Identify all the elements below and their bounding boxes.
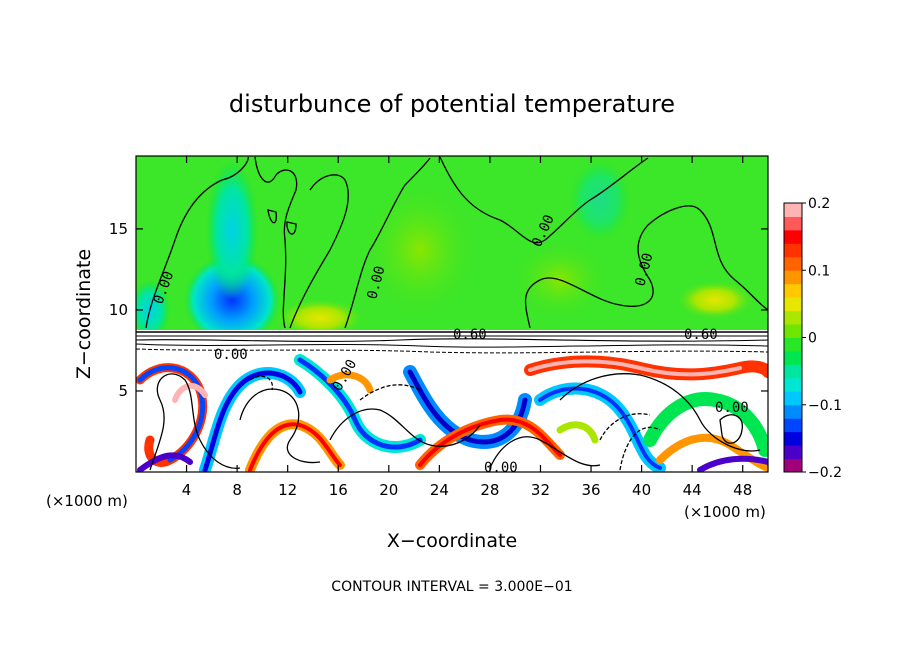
field-band xyxy=(202,370,303,472)
colorbar-labels: 0.2 0.1 0 −0.1 −0.2 xyxy=(802,196,842,481)
contour-label: 0.60 xyxy=(453,327,487,343)
field-band xyxy=(297,357,423,450)
field-band xyxy=(643,392,768,457)
x-unit-right: (×1000 m) xyxy=(684,503,766,521)
colorbar-swatch xyxy=(784,337,802,352)
colorbar-swatch xyxy=(784,256,802,271)
colorbar-tick-label: −0.1 xyxy=(808,398,842,414)
field-band xyxy=(697,455,768,472)
x-axis-label: X−coordinate xyxy=(387,530,517,552)
colorbar-swatch xyxy=(784,377,802,392)
y-axis-label: Z−coordinate xyxy=(73,249,95,379)
x-tick-label: 28 xyxy=(480,481,499,499)
contour-interval-note: CONTOUR INTERVAL = 3.000E−01 xyxy=(331,579,572,595)
colorbar-swatch xyxy=(784,445,802,460)
colorbar-swatch xyxy=(784,364,802,379)
field-band xyxy=(538,386,662,470)
x-unit-left: (×1000 m) xyxy=(46,492,128,510)
field-band xyxy=(528,359,742,377)
heatmap-field xyxy=(136,156,768,472)
colorbar-tick-label: 0 xyxy=(808,331,817,347)
contour-label: 0.00 xyxy=(484,460,518,476)
x-tick-label: 48 xyxy=(733,481,752,499)
colorbar-swatch xyxy=(784,458,802,473)
field-band xyxy=(137,452,193,472)
x-tick-label: 24 xyxy=(430,481,449,499)
colorbar-swatch xyxy=(784,283,802,298)
colorbar-swatch xyxy=(784,270,802,285)
field-band xyxy=(556,421,599,444)
y-axis: 5 10 15 xyxy=(109,220,768,400)
y-tick-label: 10 xyxy=(109,301,128,319)
chart-title: disturbunce of potential temperature xyxy=(229,90,675,118)
colorbar-swatch xyxy=(784,404,802,419)
x-tick-label: 16 xyxy=(329,481,348,499)
colorbar-swatch xyxy=(784,431,802,446)
colorbar-swatch xyxy=(784,350,802,365)
colorbar-tick-label: 0.1 xyxy=(808,263,830,279)
colorbar-tick-label: −0.2 xyxy=(808,465,842,481)
colorbar-swatch xyxy=(784,216,802,231)
colorbar-swatch xyxy=(784,310,802,325)
field-band xyxy=(248,422,342,472)
colorbar-swatch xyxy=(784,203,802,217)
x-tick-label: 4 xyxy=(182,481,192,499)
contour-lines xyxy=(136,156,768,471)
y-tick-label: 5 xyxy=(118,382,128,400)
x-tick-label: 36 xyxy=(581,481,600,499)
x-tick-label: 20 xyxy=(379,481,398,499)
colorbar-swatch xyxy=(784,229,802,244)
colorbar-tick-label: 0.2 xyxy=(808,196,830,212)
colorbar-swatch xyxy=(784,324,802,338)
contour-label: 0.00 xyxy=(214,347,248,363)
x-tick-label: 12 xyxy=(278,481,297,499)
x-axis: 4 8 12 16 20 24 28 32 36 40 44 48 xyxy=(182,156,752,499)
field-band xyxy=(656,433,768,472)
x-tick-label: 44 xyxy=(683,481,702,499)
colorbar-swatch xyxy=(784,297,802,312)
y-tick-label: 15 xyxy=(109,220,128,238)
contour-label: 0.00 xyxy=(715,400,749,416)
plot-frame xyxy=(135,155,769,473)
x-tick-label: 32 xyxy=(531,481,550,499)
colorbar xyxy=(783,202,803,473)
field-band xyxy=(326,371,374,394)
x-tick-label: 8 xyxy=(232,481,242,499)
colorbar-swatch xyxy=(784,391,802,406)
contour-label: 0.60 xyxy=(684,327,718,343)
x-tick-label: 40 xyxy=(632,481,651,499)
colorbar-swatch xyxy=(784,418,802,433)
colorbar-swatch xyxy=(784,243,802,258)
